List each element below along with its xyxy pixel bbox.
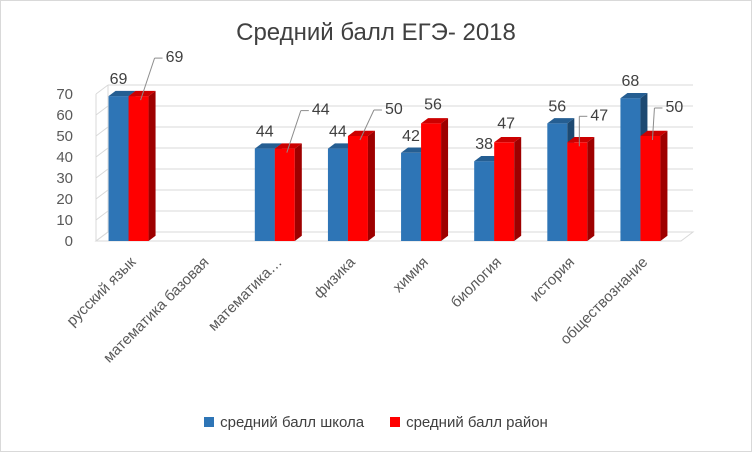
bar-top	[274, 143, 302, 149]
y-tick-label: 70	[56, 86, 73, 103]
side-gridline	[95, 168, 109, 179]
x-tick-label: физика	[311, 253, 360, 302]
data-label: 47	[497, 115, 515, 132]
bar-top	[108, 90, 136, 97]
side-gridline	[95, 105, 109, 116]
x-tick-label: математика…	[205, 254, 286, 335]
side-gridline	[95, 210, 109, 221]
legend-label-school: средний балл школа	[220, 413, 365, 431]
bar-top	[620, 92, 648, 99]
bar-side	[587, 137, 595, 241]
bar-front	[640, 136, 661, 241]
leader-line	[140, 57, 156, 101]
data-label: 44	[256, 124, 274, 141]
y-tick-label: 60	[56, 107, 73, 124]
bar-front	[567, 142, 588, 241]
bar-side	[294, 143, 302, 241]
data-label: 56	[424, 96, 442, 113]
bar-front	[620, 98, 641, 241]
data-label: 50	[666, 99, 684, 116]
data-label: 42	[402, 128, 420, 145]
bar-front	[128, 96, 149, 241]
bar-top	[128, 90, 156, 97]
x-tick-label: химия	[390, 254, 432, 296]
bar-front	[494, 142, 515, 241]
side-gridline	[95, 189, 109, 200]
y-tick-label: 20	[56, 191, 73, 208]
bar-front	[547, 123, 568, 241]
bar-front	[347, 136, 368, 241]
y-tick-label: 40	[56, 149, 73, 166]
y-tick-label: 0	[65, 233, 73, 250]
data-label: 68	[622, 73, 640, 90]
bar-front	[401, 152, 422, 241]
x-tick-label: русский язык	[63, 254, 139, 330]
bar-front	[254, 148, 275, 241]
legend-swatch-district	[390, 417, 401, 427]
bar-top	[547, 118, 575, 124]
legend-item-school: средний балл школа	[204, 411, 364, 433]
legend: средний балл школа средний балл район	[1, 411, 751, 433]
data-label: 69	[166, 49, 184, 66]
chart-title: Средний балл ЕГЭ- 2018	[236, 19, 516, 46]
bar-top	[347, 130, 375, 136]
bar-front	[474, 161, 495, 241]
plot-area: 0 10 20 30 40 50 60 70 русский язык 69 69 математик…	[56, 49, 695, 366]
legend-swatch-school	[204, 417, 215, 427]
legend-label-district: средний балл район	[406, 413, 548, 431]
bar-front	[327, 148, 348, 241]
y-tick-label: 30	[56, 170, 73, 187]
x-tick-label: история	[527, 254, 578, 305]
data-label: 50	[385, 101, 403, 118]
data-label: 44	[329, 124, 347, 141]
bar-top	[640, 130, 668, 136]
legend-item-district: средний балл район	[390, 411, 548, 433]
data-label: 38	[475, 136, 493, 153]
floor	[94, 231, 695, 242]
data-label: 44	[312, 102, 330, 119]
leader-line	[359, 109, 375, 141]
y-tick-label: 50	[56, 128, 73, 145]
side-gridline	[95, 84, 109, 95]
bar-front	[421, 123, 442, 241]
side-gridline	[95, 147, 109, 158]
bar-top	[421, 118, 449, 124]
data-label: 47	[590, 107, 608, 124]
leader-line	[651, 107, 655, 141]
bar-side	[514, 137, 522, 241]
bar-side	[367, 130, 375, 241]
data-label: 56	[548, 98, 566, 115]
bar-top	[567, 137, 595, 143]
bar-side	[660, 130, 668, 241]
bar-top	[254, 143, 282, 149]
bar-side	[441, 118, 449, 241]
bar-side	[148, 90, 156, 241]
x-tick-label: биология	[448, 254, 505, 311]
side-gridline	[95, 126, 109, 137]
leader-line	[286, 110, 302, 153]
bar-front	[274, 148, 295, 241]
bar-top	[494, 137, 522, 143]
data-label: 69	[110, 71, 128, 88]
y-tick-label: 10	[56, 212, 73, 229]
bar-front	[108, 96, 129, 241]
